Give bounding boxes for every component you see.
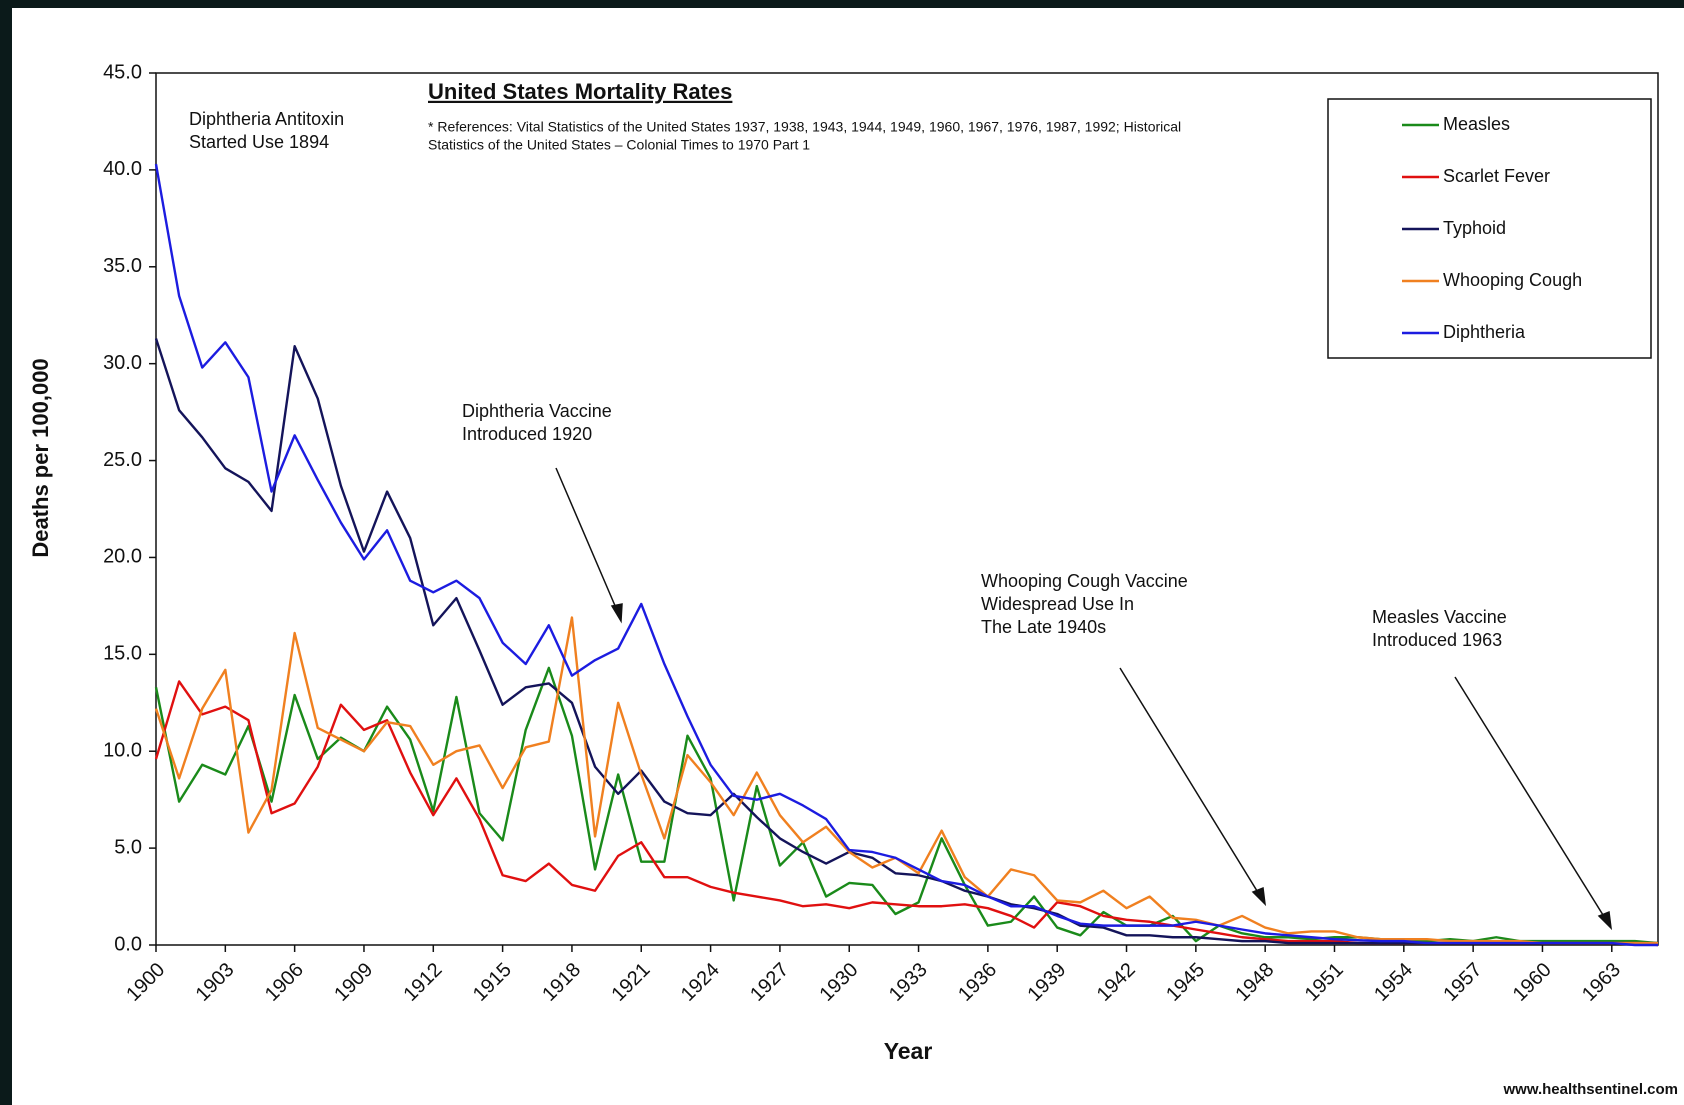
- annotation: Introduced 1963: [1372, 630, 1502, 650]
- x-tick-label: 1918: [538, 959, 585, 1006]
- series-line: [154, 163, 1658, 947]
- y-tick-label: 25.0: [103, 449, 142, 471]
- x-tick-label: 1954: [1370, 959, 1417, 1006]
- y-tick-label: 45.0: [103, 61, 142, 83]
- y-tick-label: 5.0: [114, 836, 142, 858]
- x-tick-label: 1951: [1301, 959, 1348, 1006]
- y-tick-label: 40.0: [103, 158, 142, 180]
- annotation: The Late 1940s: [981, 617, 1106, 637]
- legend-label: Scarlet Fever: [1443, 166, 1550, 186]
- arrow: [1119, 667, 1263, 900]
- x-tick-label: 1900: [122, 959, 169, 1006]
- x-tick-label: 1936: [954, 959, 1001, 1006]
- x-tick-label: 1906: [261, 959, 308, 1006]
- annotation: Started Use 1894: [189, 132, 329, 152]
- x-tick-label: 1909: [330, 959, 377, 1006]
- chart-title: United States Mortality Rates: [428, 79, 732, 104]
- x-tick-label: 1903: [192, 959, 239, 1006]
- y-tick-label: 30.0: [103, 352, 142, 374]
- x-tick-label: 1942: [1093, 959, 1140, 1006]
- annotation-arrows: [555, 467, 1613, 931]
- annotation: Diphtheria Antitoxin: [189, 109, 344, 129]
- x-tick-label: 1933: [885, 959, 932, 1006]
- y-tick-label: 20.0: [103, 546, 142, 568]
- arrow: [1454, 676, 1609, 924]
- arrowhead: [610, 603, 623, 624]
- y-tick-label: 0.0: [114, 933, 142, 955]
- x-tick-label: 1963: [1578, 959, 1625, 1006]
- x-tick-label: 1957: [1439, 959, 1486, 1006]
- arrowhead: [1251, 886, 1267, 907]
- arrow: [555, 467, 620, 616]
- legend-label: Whooping Cough: [1443, 270, 1582, 290]
- x-tick-label: 1939: [1023, 959, 1070, 1006]
- series-line: [154, 616, 1658, 945]
- arrowhead: [1597, 910, 1613, 931]
- x-tick-label: 1930: [815, 959, 862, 1006]
- legend-box: [1327, 98, 1652, 359]
- series-line: [154, 666, 1659, 945]
- annotation: Measles Vaccine: [1372, 607, 1507, 627]
- series-line: [154, 680, 1659, 947]
- y-tick-label: 10.0: [103, 740, 142, 762]
- x-tick-label: 1912: [400, 959, 447, 1006]
- series-line: [154, 338, 1658, 945]
- subtitle: * References: Vital Statistics of the Un…: [428, 119, 1181, 135]
- annotation: Widespread Use In: [981, 594, 1134, 614]
- legend-label: Typhoid: [1443, 218, 1506, 238]
- subtitle: Statistics of the United States – Coloni…: [428, 137, 810, 153]
- x-axis-title: Year: [884, 1038, 933, 1064]
- x-tick-label: 1924: [677, 959, 724, 1006]
- annotation: Diphtheria Vaccine: [462, 401, 612, 421]
- x-tick-label: 1945: [1162, 959, 1209, 1006]
- annotation: Whooping Cough Vaccine: [981, 571, 1188, 591]
- x-tick-label: 1921: [608, 959, 655, 1006]
- x-tick-label: 1927: [746, 959, 793, 1006]
- annotation: Introduced 1920: [462, 424, 592, 444]
- x-tick-label: 1960: [1509, 959, 1556, 1006]
- x-tick-label: 1948: [1231, 959, 1278, 1006]
- source: www.healthsentinel.com: [1503, 1081, 1678, 1098]
- y-tick-label: 35.0: [103, 255, 142, 277]
- legend-label: Diphtheria: [1443, 322, 1526, 342]
- legend-label: Measles: [1443, 114, 1510, 134]
- plot-area: [155, 72, 1659, 946]
- y-tick-label: 15.0: [103, 643, 142, 665]
- y-axis-title: Deaths per 100,000: [28, 358, 53, 557]
- x-tick-label: 1915: [469, 959, 516, 1006]
